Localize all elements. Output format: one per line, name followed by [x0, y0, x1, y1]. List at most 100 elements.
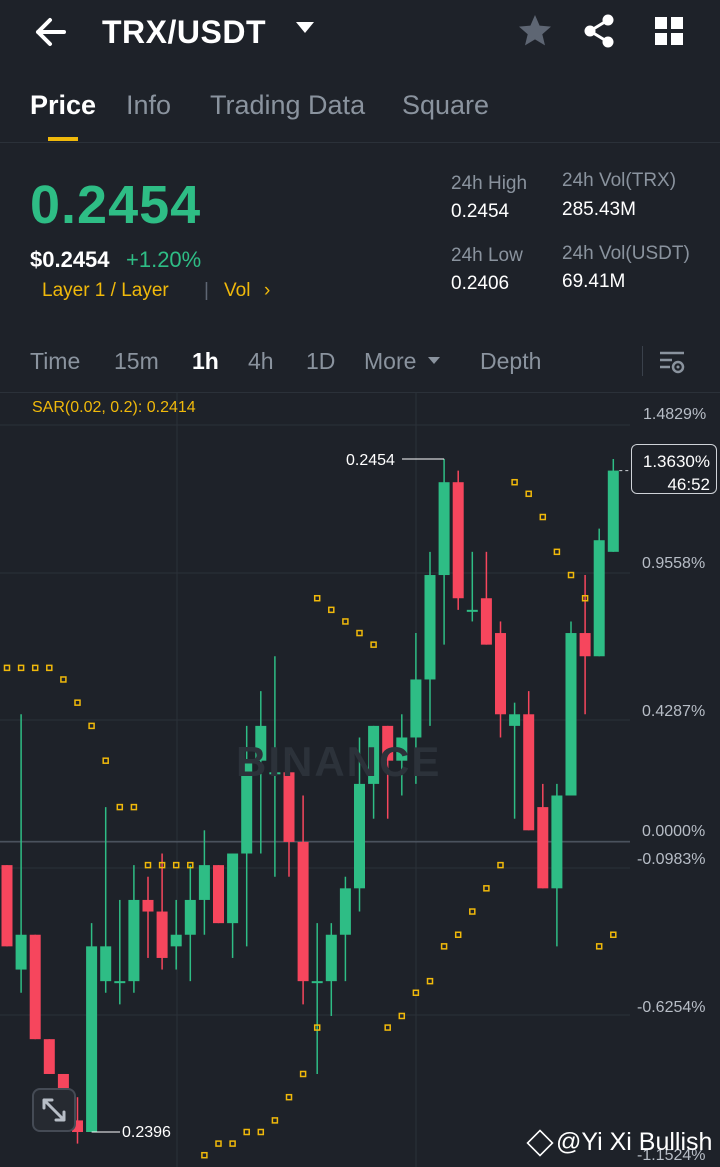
candle-body — [354, 783, 365, 889]
sar-dot — [440, 943, 448, 950]
interval-1h[interactable]: 1h — [192, 348, 219, 374]
candle-countdown: 46:52 — [667, 475, 710, 494]
usd-price: $0.2454 — [30, 247, 110, 272]
candle-body — [241, 760, 253, 854]
sar-dot — [454, 931, 462, 938]
candle-body — [311, 981, 323, 984]
chevron-right-icon[interactable]: › — [264, 280, 271, 301]
y-axis-label: -1.1524% — [637, 1147, 706, 1164]
candle-body — [438, 482, 450, 576]
y-axis-label: 0.9558% — [642, 555, 706, 572]
sar-indicator-label: SAR(0.02, 0.2): 0.2414 — [32, 399, 196, 416]
sar-dot — [31, 664, 39, 672]
share-icon[interactable] — [580, 12, 618, 50]
current-price-marker — [631, 444, 717, 494]
price-change-percent: +1.20% — [126, 247, 202, 272]
dropdown-caret-icon[interactable] — [296, 22, 314, 33]
interval-15m[interactable]: 15m — [114, 348, 159, 374]
candlestick-chart[interactable] — [0, 393, 720, 1167]
candle-body — [283, 772, 295, 842]
candle-body — [269, 772, 281, 775]
tag-separator: | — [204, 280, 209, 301]
tab-info[interactable]: Info — [126, 90, 172, 120]
candle-body — [255, 725, 267, 761]
tab-price[interactable]: Price — [30, 90, 97, 120]
sar-dot — [172, 861, 180, 869]
more-caret-icon[interactable] — [428, 357, 440, 364]
sar-dot — [187, 861, 194, 869]
stat-24h-high-value: 0.2454 — [451, 201, 510, 222]
sar-dot — [299, 1070, 307, 1078]
candle-body — [339, 888, 351, 935]
stat-vol-usdt-value: 69.41M — [562, 271, 626, 292]
tab-trading-data[interactable]: Trading Data — [210, 90, 366, 120]
candle-body — [142, 899, 154, 912]
sar-dot — [285, 1093, 293, 1101]
interval-4h[interactable]: 4h — [248, 348, 274, 374]
tab-square[interactable]: Square — [402, 90, 490, 120]
candle-body — [424, 575, 436, 680]
candle-body — [452, 482, 464, 599]
stat-vol-trx-label: 24h Vol(TRX) — [562, 170, 677, 191]
interval-depth[interactable]: Depth — [480, 348, 542, 374]
sar-dot — [469, 908, 476, 915]
last-price: 0.2454 — [30, 175, 202, 235]
candle-body — [86, 946, 98, 1132]
back-arrow-icon[interactable] — [30, 12, 74, 52]
stat-24h-low-label: 24h Low — [451, 245, 523, 266]
candle-body — [72, 1120, 83, 1132]
candle-body — [509, 714, 521, 726]
sar-dot — [229, 1140, 236, 1147]
category-tag-link[interactable]: Layer 1 / Layer — [42, 280, 169, 301]
sar-dot — [595, 943, 603, 950]
divider — [0, 392, 720, 393]
star-icon[interactable] — [516, 12, 554, 50]
sar-dot — [567, 571, 575, 579]
sar-dot — [384, 1024, 391, 1031]
candle-body — [495, 633, 506, 715]
candle-body — [213, 865, 224, 924]
sar-dot — [610, 931, 617, 938]
y-axis-label: 1.4829% — [643, 406, 707, 423]
sar-dot — [483, 885, 490, 892]
pair-title[interactable]: TRX/USDT — [102, 14, 266, 50]
grid-menu-icon[interactable] — [652, 14, 686, 48]
candle-body — [523, 714, 535, 831]
sar-dot — [553, 548, 561, 556]
fullscreen-button[interactable] — [32, 1088, 76, 1132]
candle-body — [410, 679, 422, 738]
y-axis-label: -0.0983% — [637, 851, 706, 868]
chart-settings-icon[interactable] — [658, 348, 686, 376]
vol-link[interactable]: Vol — [224, 280, 251, 301]
candle-body — [396, 737, 408, 761]
interval-1d[interactable]: 1D — [306, 348, 336, 374]
candle-body — [43, 1039, 55, 1074]
interval-more[interactable]: More — [364, 348, 417, 374]
candle-body — [466, 609, 478, 612]
sar-dot — [511, 478, 518, 486]
expand-icon — [42, 1098, 66, 1122]
divider — [0, 142, 720, 143]
candle-body — [128, 899, 140, 982]
sar-dot — [313, 1024, 321, 1031]
y-axis-label: 0.0000% — [642, 823, 706, 840]
sar-dot — [130, 803, 138, 811]
sar-dot — [17, 664, 25, 672]
candle-body — [480, 598, 492, 645]
sar-dot — [144, 861, 152, 869]
sar-dot — [215, 1140, 222, 1147]
sar-dot — [426, 977, 434, 985]
candle-body — [1, 865, 13, 947]
sar-dot — [158, 861, 166, 869]
candle-body — [29, 934, 41, 1040]
candle-body — [593, 540, 605, 657]
candle-body — [579, 633, 591, 657]
sar-dot — [243, 1128, 250, 1136]
sar-dot — [342, 618, 349, 625]
current-price-percent: 1.3630% — [642, 452, 710, 471]
author-credit: @Yi Xi Bullish — [526, 1128, 712, 1157]
candle-body — [537, 807, 549, 889]
high-price-marker: 0.2454 — [346, 452, 395, 469]
interval-time[interactable]: Time — [30, 348, 81, 374]
candle-body — [184, 899, 196, 935]
